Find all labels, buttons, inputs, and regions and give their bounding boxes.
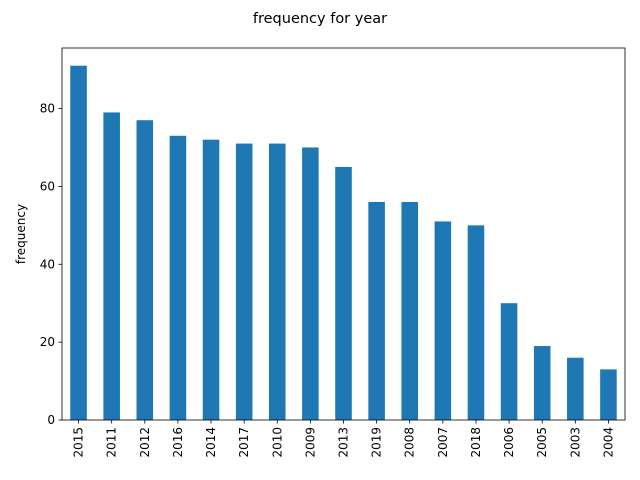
x-tick-label: 2017 [237,427,251,458]
x-axis-ticks: 2015 2011 2012 2016 2014 2017 2010 2009 2013 2019… [72,420,615,458]
bar-2003 [567,357,584,420]
bar-2009 [302,147,319,420]
x-tick-label: 2004 [601,427,615,458]
x-tick-label: 2006 [502,427,516,458]
x-tick-label: 2015 [72,427,86,458]
x-tick-label: 2019 [370,427,384,458]
y-tick-label: 40 [40,257,55,271]
y-tick-label: 80 [40,102,55,116]
y-tick-label: 0 [47,413,55,427]
x-tick-label: 2005 [535,427,549,458]
bar-2015 [70,65,87,420]
bar-2014 [202,139,220,420]
y-axis-label: frequency [14,204,28,264]
y-tick-label: 60 [40,179,55,193]
bar-2008 [401,201,419,420]
bar-2011 [103,112,120,420]
bar-2016 [169,135,187,420]
x-tick-label: 2003 [568,427,582,458]
y-axis-ticks: 0 20 40 60 80 [40,102,62,427]
bar-2019 [368,201,385,420]
x-tick-label: 2014 [204,427,218,458]
bar-2007 [434,221,452,420]
bar-2012 [136,120,154,420]
chart-title: frequency for year [253,11,387,27]
x-tick-label: 2011 [105,427,119,458]
bar-2018 [467,225,485,420]
bar-2005 [533,346,551,420]
plot-frame [61,47,626,421]
bar-2004 [600,369,617,420]
bar-2010 [268,143,286,420]
bars-group [70,65,617,420]
bar-2017 [235,143,253,420]
x-tick-label: 2018 [469,427,483,458]
x-tick-label: 2016 [171,427,185,458]
y-tick-label: 20 [40,335,55,349]
x-tick-label: 2007 [436,427,450,458]
x-tick-label: 2009 [303,427,317,458]
bar-2006 [500,303,518,420]
x-tick-label: 2010 [270,427,284,458]
x-tick-label: 2008 [403,427,417,458]
x-tick-label: 2013 [337,427,351,458]
x-tick-label: 2012 [138,427,152,458]
bar-2013 [335,166,352,420]
